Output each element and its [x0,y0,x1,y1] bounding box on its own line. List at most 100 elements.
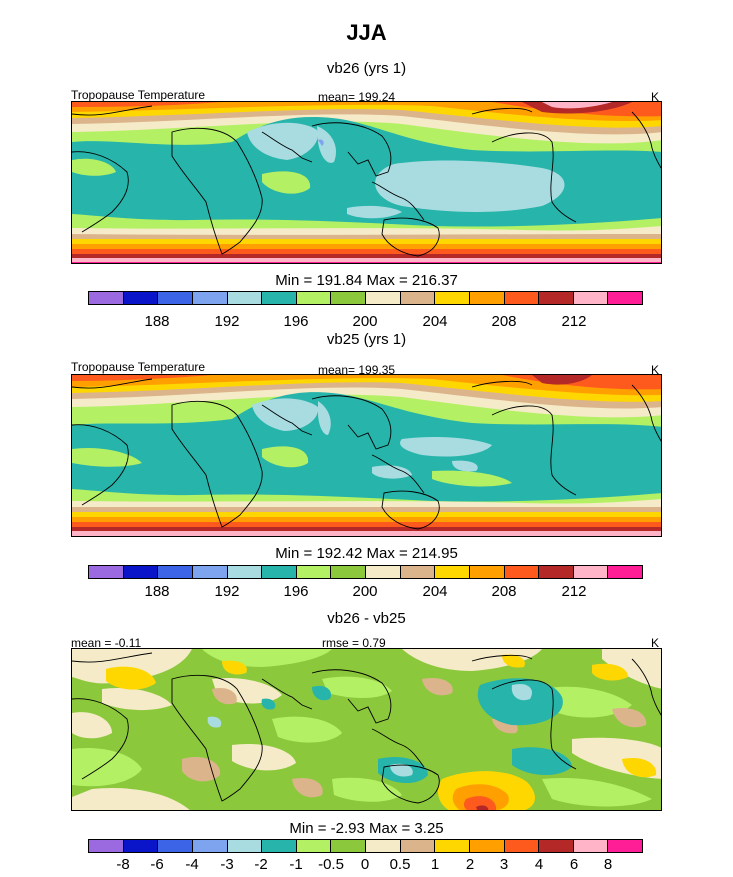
colorbar-swatch [262,292,297,304]
panel1-title: vb26 (yrs 1) [326,60,407,77]
panel1-map [71,101,662,264]
panel1-colorbar-ticks: 188 192 196 200 204 208 212 [88,313,643,331]
panel3-units-label: K [651,636,660,650]
colorbar-swatch [400,292,436,304]
colorbar-tick-label: 3 [499,856,509,873]
panel1-units-label: K [651,90,660,104]
colorbar-tick-label: 6 [569,856,579,873]
colorbar-tick-label: 212 [561,313,587,330]
colorbar-tick-label: 200 [352,313,378,330]
colorbar-swatch [192,840,228,852]
panel2-left-label: Tropopause Temperature [71,360,206,374]
colorbar-tick-label: 204 [422,583,448,600]
colorbar-swatch [573,840,609,852]
colorbar-tick-label: 1 [430,856,440,873]
panel3-colorbar [88,839,643,853]
colorbar-swatch [123,292,159,304]
colorbar-tick-label: 188 [144,313,170,330]
colorbar-tick-label: 192 [214,583,240,600]
panel3-colorbar-ticks: -8 -6 -4 -3 -2 -1 -0.5 0 0.5 1 2 3 4 6 8 [88,856,643,874]
colorbar-swatch [435,292,470,304]
panel1-mean-label: mean= 199.24 [318,90,396,104]
colorbar-swatch [331,840,366,852]
colorbar-tick-label: 200 [352,583,378,600]
colorbar-swatch [192,292,228,304]
panel2-map [71,374,662,537]
colorbar-swatch [227,292,263,304]
colorbar-swatch [123,566,159,578]
colorbar-swatch [366,292,401,304]
colorbar-tick-label: -6 [150,856,164,873]
colorbar-swatch [366,840,401,852]
colorbar-tick-label: 196 [283,313,309,330]
colorbar-swatch [469,840,505,852]
panel3-mean-label: mean = -0.11 [71,636,142,650]
colorbar-tick-label: -3 [220,856,234,873]
figure-title: JJA [346,20,387,45]
colorbar-swatch [262,840,297,852]
colorbar-swatch [158,840,193,852]
colorbar-tick-label: -4 [185,856,199,873]
colorbar-swatch [192,566,228,578]
colorbar-tick-label: 0 [360,856,370,873]
panel2-colorbar [88,565,643,579]
colorbar-swatch [331,292,366,304]
colorbar-tick-label: 196 [283,583,309,600]
colorbar-tick-label: 204 [422,313,448,330]
colorbar-swatch [296,292,332,304]
colorbar-swatch [573,566,609,578]
colorbar-swatch [296,840,332,852]
colorbar-tick-label: 212 [561,583,587,600]
colorbar-swatch [469,292,505,304]
panel1-colorbar [88,291,643,305]
panel1-left-label: Tropopause Temperature [71,88,206,102]
colorbar-swatch [435,566,470,578]
colorbar-swatch [296,566,332,578]
panel2-colorbar-ticks: 188 192 196 200 204 208 212 [88,583,643,601]
panel3-map [71,648,662,811]
colorbar-tick-label: 208 [491,313,517,330]
colorbar-swatch [504,292,540,304]
panel3-contour-field [72,649,661,810]
colorbar-tick-label: 188 [144,583,170,600]
colorbar-swatch [435,840,470,852]
colorbar-tick-label: 192 [214,313,240,330]
colorbar-swatch [400,566,436,578]
colorbar-swatch [504,566,540,578]
panel2-mean-label: mean= 199.35 [318,363,396,377]
colorbar-swatch [400,840,436,852]
colorbar-swatch [89,840,124,852]
colorbar-tick-label: -1 [289,856,303,873]
colorbar-swatch [331,566,366,578]
colorbar-swatch [158,292,193,304]
panel3-title: vb26 - vb25 [327,610,406,627]
panel2-minmax: Min = 192.42 Max = 214.95 [275,545,458,562]
colorbar-tick-label: -8 [116,856,130,873]
colorbar-swatch [123,840,159,852]
colorbar-tick-label: 208 [491,583,517,600]
colorbar-swatch [89,292,124,304]
colorbar-swatch [608,292,642,304]
panel3-minmax: Min = -2.93 Max = 3.25 [289,820,444,837]
colorbar-swatch [227,840,263,852]
colorbar-swatch [608,566,642,578]
colorbar-swatch [504,840,540,852]
colorbar-tick-label: 2 [465,856,475,873]
colorbar-swatch [608,840,642,852]
panel2-units-label: K [651,363,660,377]
colorbar-swatch [539,566,574,578]
colorbar-swatch [89,566,124,578]
colorbar-swatch [262,566,297,578]
colorbar-tick-label: 4 [534,856,544,873]
colorbar-swatch [158,566,193,578]
colorbar-swatch [469,566,505,578]
panel1-contour-field [72,102,661,263]
colorbar-swatch [366,566,401,578]
colorbar-swatch [227,566,263,578]
panel3-rmse-label: rmse = 0.79 [322,636,386,650]
panel1-minmax: Min = 191.84 Max = 216.37 [275,272,458,289]
colorbar-swatch [539,840,574,852]
colorbar-swatch [539,292,574,304]
colorbar-tick-label: 0.5 [389,856,411,873]
colorbar-swatch [573,292,609,304]
